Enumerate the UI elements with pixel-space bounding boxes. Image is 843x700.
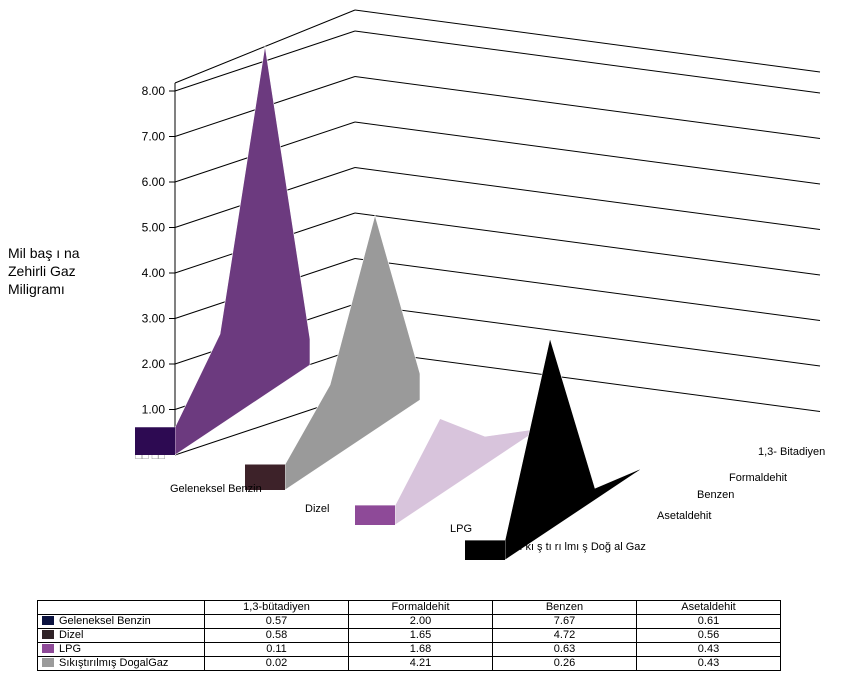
y-tick-label: 2.00: [142, 357, 166, 371]
table-cell: 4.21: [348, 656, 493, 671]
table-corner-cell: [37, 600, 205, 615]
table-header-row: 1,3-bütadiyen Formaldehit Benzen Asetald…: [37, 600, 781, 615]
table-cell: 0.58: [204, 628, 349, 643]
series-front-face: [135, 427, 175, 455]
gridline-back: [354, 258, 821, 321]
table-row: LPG 0.11 1.68 0.63 0.43: [37, 642, 781, 657]
table-cell: 1.65: [348, 628, 493, 643]
table-cell: 0.02: [204, 656, 349, 671]
table-cell: 0.61: [636, 614, 781, 629]
legend-label: Dizel: [59, 629, 84, 641]
table-column-header: Asetaldehit: [636, 600, 781, 615]
y-tick-label: 4.00: [142, 266, 166, 280]
legend-label: Sıkıştırılmış DogalGaz: [59, 657, 169, 669]
legend-swatch: [42, 616, 54, 625]
table-cell: 7.67: [492, 614, 637, 629]
x-category-label: LPG: [450, 523, 472, 535]
depth-category-label: 1,3- Bitadiyen: [758, 446, 825, 458]
gridline-back: [354, 303, 821, 367]
table-row: Dizel 0.58 1.65 4.72 0.56: [37, 628, 781, 643]
depth-category-label: Formaldehit: [729, 472, 787, 484]
y-tick-label: 8.00: [142, 84, 166, 98]
y-axis-label-line: Mil baş ı na: [8, 245, 80, 261]
table-row-label: Sıkıştırılmış DogalGaz: [37, 656, 205, 671]
table-cell: 0.43: [636, 656, 781, 671]
table-cell: 0.57: [204, 614, 349, 629]
legend-swatch: [42, 630, 54, 639]
table-row-label: Dizel: [37, 628, 205, 643]
y-tick-label: 5.00: [142, 221, 166, 235]
table-cell: 1.68: [348, 642, 493, 657]
x-category-label: Sı kı ş tı rı lmı ş Doğ al Gaz: [512, 541, 646, 553]
legend-swatch: [42, 658, 54, 667]
legend-swatch: [42, 644, 54, 653]
gridline-back: [354, 167, 821, 230]
table-cell: 0.26: [492, 656, 637, 671]
y-axis-label: Mil baş ı na Zehirli Gaz Miligramı: [8, 244, 118, 298]
series-area: [394, 418, 531, 526]
table-row-label: Geleneksel Benzin: [37, 614, 205, 629]
series-area: [284, 214, 421, 491]
table-cell: 0.56: [636, 628, 781, 643]
gridline-back: [354, 76, 821, 139]
table-cell: 2.00: [348, 614, 493, 629]
y-tick-label: 7.00: [142, 130, 166, 144]
chart-3d-area: 8.007.006.005.004.003.002.001.00□□ □□Gel…: [135, 9, 825, 561]
table-cell: 0.11: [204, 642, 349, 657]
table-cell: 0.43: [636, 642, 781, 657]
x-category-label: Geleneksel Benzin: [170, 483, 262, 495]
depth-category-label: Asetaldehit: [657, 510, 711, 522]
series-area: [174, 45, 311, 456]
y-tick-label: 3.00: [142, 312, 166, 326]
series-front-face: [245, 464, 285, 490]
legend-label: LPG: [59, 643, 82, 655]
legend-label: Geleneksel Benzin: [59, 615, 151, 627]
table-cell: 0.63: [492, 642, 637, 657]
gridline-back: [354, 349, 821, 412]
y-axis-label-line: Miligramı: [8, 281, 65, 297]
series-area: [504, 337, 641, 561]
y-axis-label-line: Zehirli Gaz: [8, 263, 76, 279]
depth-category-label: Benzen: [697, 489, 734, 501]
series-front-face: [465, 540, 505, 560]
x-category-label: Dizel: [305, 503, 329, 515]
table-column-header: Formaldehit: [348, 600, 493, 615]
series-front-face: [355, 505, 395, 525]
table-row: Sıkıştırılmış DogalGaz 0.02 4.21 0.26 0.…: [37, 656, 781, 671]
gridline-back: [354, 30, 821, 94]
table-row: Geleneksel Benzin 0.57 2.00 7.67 0.61: [37, 614, 781, 629]
table-row-label: LPG: [37, 642, 205, 657]
y-tick-label: 1.00: [142, 403, 166, 417]
table-column-header: Benzen: [492, 600, 637, 615]
gridline-back: [354, 121, 821, 185]
table-cell: 4.72: [492, 628, 637, 643]
table-column-header: 1,3-bütadiyen: [204, 600, 349, 615]
gridline-back: [354, 212, 821, 276]
wall-top-line: [354, 9, 821, 73]
y-tick-label: 6.00: [142, 175, 166, 189]
data-table: 1,3-bütadiyen Formaldehit Benzen Asetald…: [37, 600, 781, 671]
